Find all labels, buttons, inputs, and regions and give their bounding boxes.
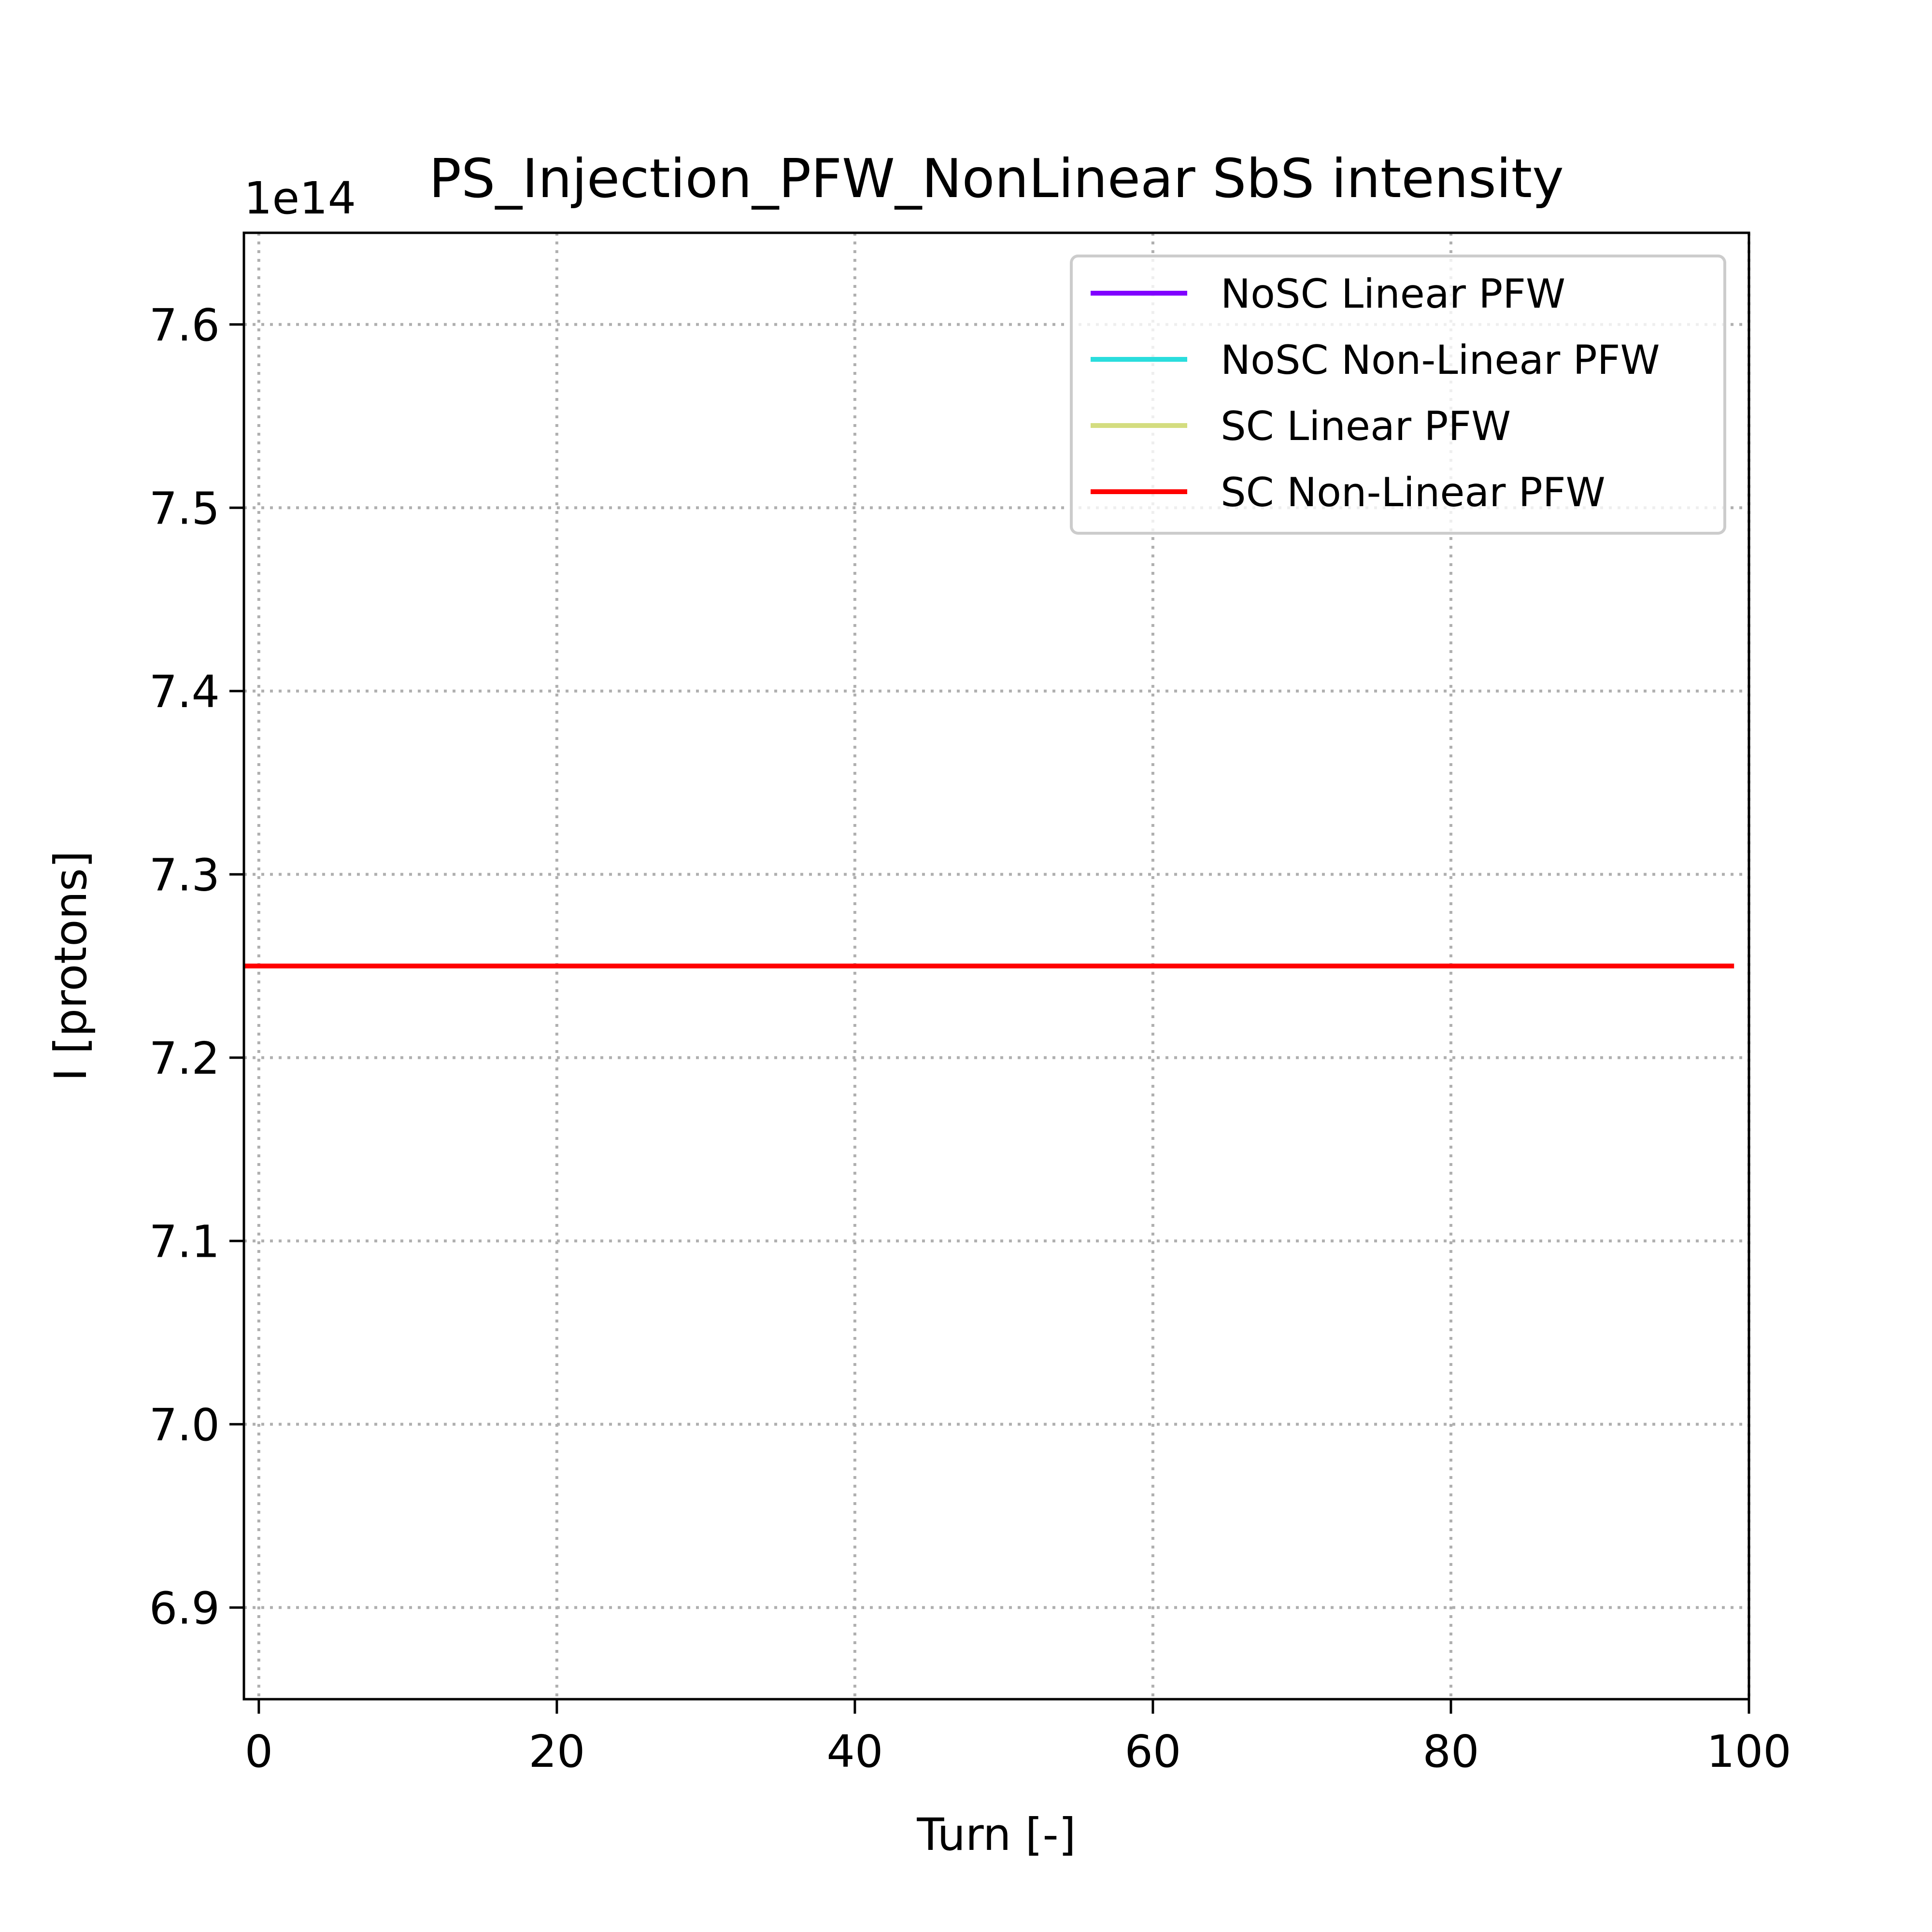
x-tick-label: 20 bbox=[528, 1726, 585, 1777]
legend: NoSC Linear PFW NoSC Non-Linear PFW SC Lin… bbox=[1070, 255, 1726, 535]
y-tick-label: 7.1 bbox=[149, 1216, 220, 1267]
y-tick-label: 6.9 bbox=[149, 1582, 220, 1634]
chart-title: PS_Injection_PFW_NonLinear SbS intensity bbox=[429, 148, 1564, 210]
y-tick-label: 7.3 bbox=[149, 849, 220, 901]
y-tick-label: 7.2 bbox=[149, 1033, 220, 1084]
y-axis-ticks: 6.9 7.0 7.1 7.2 7.3 7.4 7.5 7.6 bbox=[149, 299, 244, 1634]
x-tick-label: 100 bbox=[1706, 1726, 1791, 1777]
x-axis-ticks: 0 20 40 60 80 100 bbox=[245, 1699, 1791, 1777]
y-axis-label: I [protons] bbox=[45, 851, 97, 1081]
y-tick-label: 7.4 bbox=[149, 666, 220, 718]
plot-frame bbox=[242, 231, 1750, 1701]
x-tick-label: 80 bbox=[1422, 1726, 1479, 1777]
y-offset-text: 1e14 bbox=[244, 172, 356, 224]
y-tick-label: 7.5 bbox=[149, 483, 220, 534]
legend-box bbox=[1070, 255, 1726, 535]
y-tick-label: 7.0 bbox=[149, 1399, 220, 1451]
legend-label-3: SC Non-Linear PFW bbox=[1221, 469, 1605, 516]
x-tick-label: 60 bbox=[1124, 1726, 1181, 1777]
y-tick-label: 7.6 bbox=[149, 299, 220, 351]
x-tick-label: 40 bbox=[826, 1726, 883, 1777]
legend-label-1: NoSC Non-Linear PFW bbox=[1221, 337, 1660, 384]
legend-label-0: NoSC Linear PFW bbox=[1221, 270, 1565, 317]
x-axis-label: Turn [-] bbox=[916, 1809, 1076, 1861]
x-tick-label: 0 bbox=[245, 1726, 273, 1777]
legend-label-2: SC Linear PFW bbox=[1221, 403, 1511, 450]
